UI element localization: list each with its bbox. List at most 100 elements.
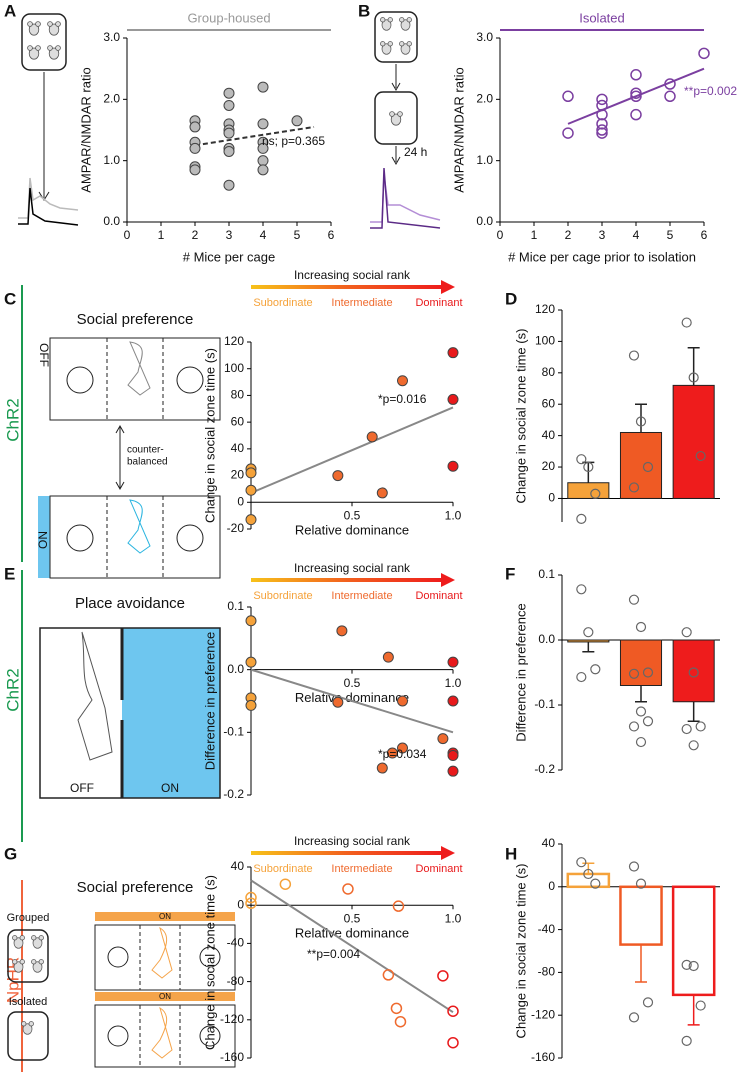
data-point	[681, 723, 692, 735]
y-tick-label: 20	[231, 468, 245, 482]
bar	[619, 431, 663, 499]
data-point	[642, 716, 654, 727]
data-point	[698, 47, 710, 60]
data-point	[635, 878, 647, 889]
data-point	[688, 740, 699, 751]
y-tick-label: -0.2	[223, 787, 244, 801]
data-point	[245, 484, 257, 496]
annotation: **p=0.002	[684, 84, 737, 98]
data-point	[630, 87, 642, 99]
y-tick-label: 0.1	[538, 567, 555, 581]
data-point	[437, 733, 449, 745]
legend-label: Subordinate	[253, 590, 312, 602]
data-point	[590, 878, 601, 889]
data-point	[628, 721, 640, 732]
trend-line	[250, 668, 454, 734]
legend-label: Intermediate	[331, 297, 392, 309]
legend-label: Dominant	[415, 590, 462, 602]
data-point	[245, 467, 257, 479]
data-point	[576, 454, 587, 465]
y-tick-label: 100	[224, 361, 244, 375]
y-tick-label: 0.1	[227, 599, 244, 613]
error-bar	[687, 346, 700, 386]
y-axis-label: Difference in preference	[513, 603, 528, 742]
data-point	[596, 127, 608, 139]
data-point	[576, 513, 587, 524]
y-tick-label: -0.2	[534, 762, 555, 776]
y-tick-label: 0.0	[227, 662, 244, 676]
data-point	[576, 671, 587, 683]
y-axis-label: Change in social zone time (s)	[202, 348, 217, 523]
data-point	[642, 997, 654, 1008]
annotation: *p=0.016	[378, 392, 427, 406]
data-point	[630, 108, 642, 121]
x-tick-label: 2	[192, 228, 199, 242]
error-bar	[635, 403, 647, 433]
chart-title: Group-housed	[187, 10, 270, 25]
data-point	[562, 90, 574, 103]
data-point	[382, 651, 394, 663]
data-point	[223, 87, 235, 99]
y-tick-label: -80	[227, 974, 245, 988]
bar	[672, 384, 715, 499]
x-tick-label: 1.0	[445, 508, 462, 522]
y-tick-label: 0	[548, 491, 555, 505]
bar	[567, 639, 610, 643]
data-point	[257, 142, 269, 154]
data-point	[596, 99, 608, 112]
y-tick-label: 0.0	[476, 214, 493, 228]
diagram-a	[18, 13, 79, 226]
data-point	[257, 155, 269, 167]
x-tick-label: 1.0	[445, 676, 462, 690]
data-point	[386, 747, 398, 759]
data-point	[628, 861, 640, 872]
rank-arrow	[251, 285, 443, 289]
data-point	[576, 584, 587, 595]
data-point	[681, 627, 692, 638]
x-axis-label: Relative dominance	[295, 926, 409, 941]
data-point	[223, 179, 235, 191]
panel-letter: A	[4, 1, 16, 20]
x-tick-label: 5	[667, 228, 674, 242]
x-tick-label: 2	[565, 228, 572, 242]
x-tick-label: 3	[599, 228, 606, 242]
x-tick-label: 6	[701, 228, 708, 242]
rank-label: Increasing social rank	[294, 268, 411, 282]
y-tick-label: 2.0	[476, 92, 493, 106]
data-point	[447, 695, 459, 707]
panel-letter: D	[505, 289, 517, 308]
rank-label: Increasing social rank	[294, 834, 411, 848]
data-point	[223, 127, 235, 139]
data-point	[376, 487, 388, 499]
diagram-text: Isolated	[9, 996, 48, 1008]
data-point	[394, 1015, 407, 1028]
data-point	[596, 108, 608, 121]
y-tick-label: 0	[237, 897, 244, 911]
y-tick-label: -120	[220, 1012, 244, 1026]
bar	[566, 872, 611, 889]
y-tick-label: -80	[538, 965, 556, 979]
rank-arrow	[251, 851, 443, 855]
data-point	[576, 857, 587, 868]
error-bar	[687, 701, 700, 722]
y-tick-label: 0	[548, 879, 555, 893]
data-point	[189, 164, 201, 176]
x-tick-label: 4	[633, 228, 640, 242]
panel-letter: F	[505, 564, 515, 583]
y-axis-label: Difference in preference	[202, 632, 217, 771]
data-point	[630, 69, 642, 81]
data-point	[562, 127, 574, 139]
x-axis-label: # Mice per cage prior to isolation	[508, 249, 696, 264]
x-tick-label: 4	[260, 228, 267, 242]
panel-letter: G	[4, 844, 17, 863]
data-point	[390, 1002, 403, 1015]
data-point	[257, 118, 269, 130]
data-point	[257, 81, 269, 93]
diagram-text: ON	[159, 992, 171, 1001]
y-tick-label: 60	[542, 396, 556, 410]
data-point	[245, 897, 257, 910]
rank-arrow-head	[441, 573, 455, 587]
x-tick-label: 0.5	[344, 676, 361, 690]
trend-line	[250, 879, 454, 1013]
data-point	[590, 488, 601, 499]
